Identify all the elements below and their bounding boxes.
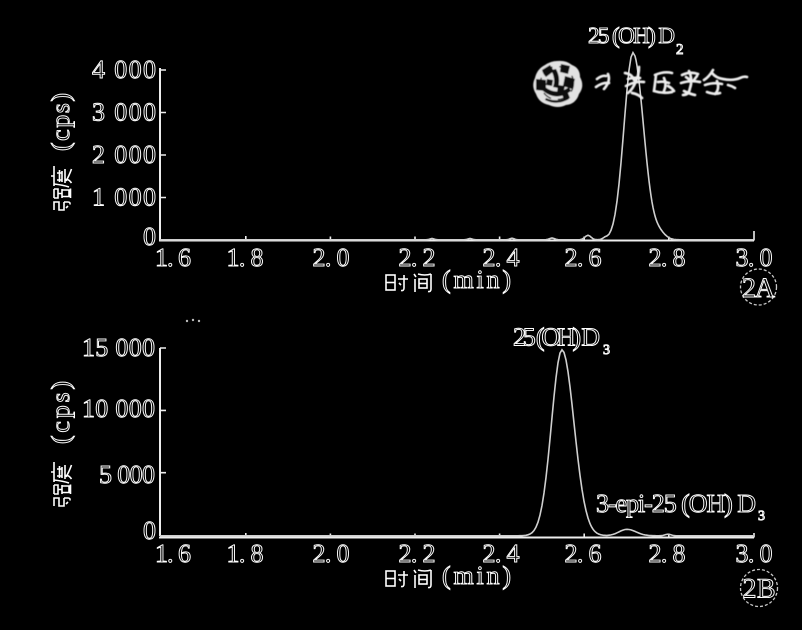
svg-text:3 000: 3 000 (92, 98, 156, 127)
svg-text:3: 3 (758, 509, 765, 524)
svg-text:2. 6: 2. 6 (565, 243, 602, 272)
svg-text:2. 6: 2. 6 (565, 539, 602, 568)
svg-text:3-epi-25 (OH) D: 3-epi-25 (OH) D (596, 489, 756, 518)
svg-text:1. 6: 1. 6 (155, 539, 191, 568)
svg-text:3. 0: 3. 0 (736, 243, 773, 272)
svg-text:1 000: 1 000 (92, 183, 156, 212)
svg-text:2 000: 2 000 (92, 140, 156, 169)
svg-text:2. 4: 2. 4 (483, 539, 520, 568)
svg-text:2. 8: 2. 8 (649, 243, 686, 272)
svg-text:1. 8: 1. 8 (227, 539, 264, 568)
svg-text:2. 0: 2. 0 (313, 539, 350, 568)
svg-text:2. 0: 2. 0 (313, 243, 350, 272)
svg-text:2. 2: 2. 2 (399, 243, 436, 272)
svg-text:1. 6: 1. 6 (155, 243, 191, 272)
svg-text:2B: 2B (743, 574, 776, 605)
svg-text:2. 2: 2. 2 (399, 539, 436, 568)
svg-text:3: 3 (603, 343, 610, 358)
svg-text:3. 0: 3. 0 (736, 539, 773, 568)
svg-text:5 000: 5 000 (99, 460, 155, 489)
svg-text:(cps): (cps) (46, 381, 75, 444)
svg-text:0: 0 (143, 222, 156, 251)
svg-text:2: 2 (676, 42, 684, 58)
svg-text:4 000: 4 000 (92, 55, 156, 84)
svg-text:2. 8: 2. 8 (649, 539, 686, 568)
svg-text:2A: 2A (742, 273, 776, 304)
svg-text:15 000: 15 000 (82, 333, 155, 362)
svg-text:1. 8: 1. 8 (227, 243, 264, 272)
svg-text:25 (OH) D: 25 (OH) D (588, 23, 675, 48)
svg-text:25 (OH) D: 25 (OH) D (513, 323, 600, 352)
svg-text:10 000: 10 000 (82, 394, 155, 423)
svg-text:(cps): (cps) (46, 93, 75, 151)
svg-text:0: 0 (143, 516, 156, 545)
svg-text:2. 4: 2. 4 (483, 243, 520, 272)
